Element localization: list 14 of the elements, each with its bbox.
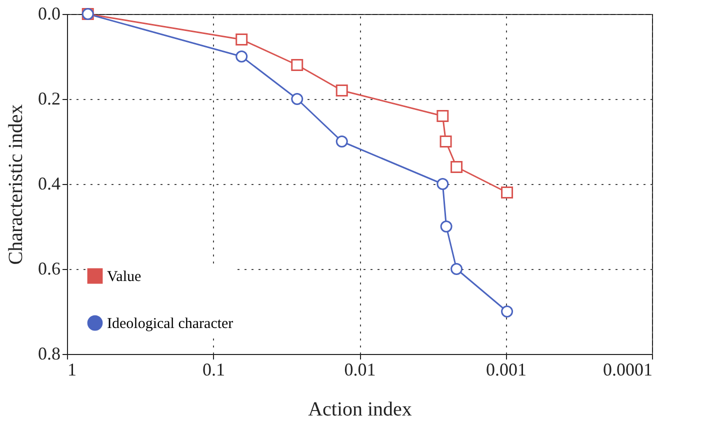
x-tick-label: 0.001 bbox=[486, 360, 526, 380]
legend-label: Ideological character bbox=[107, 316, 234, 332]
y-tick-label: 0.4 bbox=[38, 174, 60, 194]
x-tick-label: 0.0001 bbox=[603, 360, 652, 380]
x-tick-label: 1 bbox=[68, 360, 76, 380]
y-tick-label: 0.8 bbox=[38, 344, 60, 364]
legend-label: Value bbox=[107, 269, 142, 285]
x-axis-title: Action index bbox=[308, 398, 412, 420]
y-tick-label: 0.6 bbox=[38, 258, 60, 278]
x-tick-label: 0.1 bbox=[202, 360, 225, 380]
y-tick-label: 0.0 bbox=[38, 4, 60, 24]
y-axis-title: Characteristic index bbox=[5, 104, 27, 265]
x-tick-label: 0.01 bbox=[344, 360, 376, 380]
y-tick-label: 0.2 bbox=[38, 88, 60, 108]
